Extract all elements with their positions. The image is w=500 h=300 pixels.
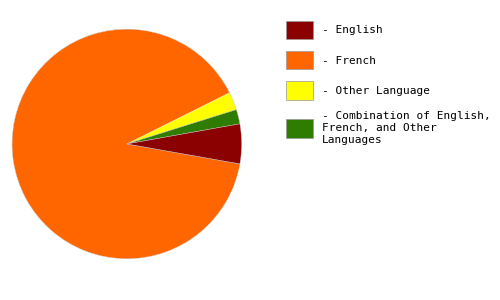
Wedge shape (12, 29, 240, 259)
Legend: - English, - French, - Other Language, - Combination of English,
French, and Oth: - English, - French, - Other Language, -… (286, 21, 491, 145)
Wedge shape (127, 124, 242, 164)
Wedge shape (127, 110, 240, 144)
Wedge shape (127, 93, 236, 144)
